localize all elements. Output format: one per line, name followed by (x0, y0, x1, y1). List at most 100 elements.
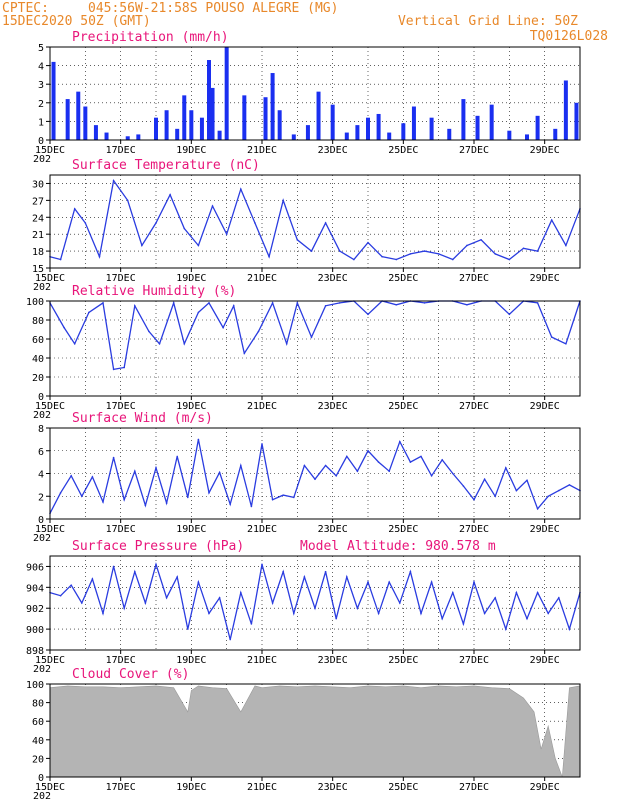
x-tick-label: 25DEC (388, 782, 418, 793)
y-tick-label: 60 (32, 717, 44, 728)
data-point (155, 222, 157, 224)
precip-bar (574, 102, 579, 140)
data-point (73, 208, 76, 210)
data-point (155, 467, 157, 469)
data-point (141, 244, 143, 247)
x-tick-label: 19DEC (176, 273, 206, 284)
precip-bar (316, 91, 321, 140)
data-point (197, 244, 200, 247)
y-tick-label: 20 (32, 754, 44, 765)
precip-bar (210, 87, 215, 140)
x-tick-label: 19DEC (176, 524, 206, 535)
precip-bar (104, 132, 109, 140)
data-point (381, 255, 383, 258)
data-point (473, 498, 475, 501)
data-point (353, 258, 355, 261)
y-tick-label: 80 (32, 316, 44, 327)
data-point (218, 471, 221, 474)
precip-bar (217, 130, 222, 140)
precip-bar (125, 136, 130, 140)
precip-bar (563, 80, 568, 140)
data-point (462, 485, 465, 487)
data-point (399, 602, 401, 604)
precip-bar (411, 106, 416, 140)
panel-1: Surface Temperature (nC) 15 18 21 24 27 30 15DE… (32, 158, 581, 293)
data-point (243, 352, 246, 355)
data-point (346, 455, 348, 458)
data-point (134, 304, 136, 307)
x-tick-label: 21DEC (247, 401, 277, 412)
precip-bar (330, 104, 335, 140)
data-point (568, 484, 571, 486)
data-point (494, 596, 497, 599)
x-tick-label: 21DEC (247, 655, 277, 666)
y-tick-label: 0 (38, 515, 44, 526)
x-tick-label: 17DEC (106, 145, 136, 156)
data-point (324, 570, 327, 573)
y-tick-label: 5 (38, 43, 44, 54)
panel-title: Precipitation (mm/h) (72, 30, 229, 45)
data-point (250, 623, 253, 625)
data-point (430, 581, 433, 583)
data-point (222, 326, 224, 329)
data-point (522, 247, 525, 250)
data-point (197, 438, 200, 441)
data-point (197, 311, 200, 314)
y-tick-label: 24 (32, 213, 44, 224)
data-point (367, 449, 369, 452)
precip-bar (189, 110, 194, 140)
data-point (172, 302, 175, 304)
x-tick-label: 27DEC (459, 273, 489, 284)
y-tick-label: 0 (38, 773, 44, 784)
data-point (526, 479, 528, 482)
precip-bar (376, 113, 381, 140)
x-tick-label: 29DEC (530, 655, 560, 666)
data-point (515, 591, 518, 594)
data-point (134, 570, 136, 573)
data-point (494, 495, 497, 498)
data-point (494, 253, 497, 255)
precip-bar (344, 132, 349, 140)
data-point (232, 304, 235, 307)
data-point (409, 461, 412, 463)
data-point (473, 581, 475, 583)
data-point (123, 607, 125, 610)
data-point (483, 478, 486, 480)
x-tick-label: 29DEC (530, 401, 560, 412)
x-tick-label: 19DEC (176, 782, 206, 793)
data-point (81, 602, 83, 604)
y-tick-label: 0 (38, 392, 44, 403)
data-point (356, 607, 359, 610)
data-point (437, 253, 440, 255)
y-tick-label: 18 (32, 247, 44, 258)
x-tick-label: 27DEC (459, 401, 489, 412)
panel-frame (49, 427, 581, 520)
y-tick-label: 8 (38, 424, 44, 435)
x-tick-label: 25DEC (388, 655, 418, 666)
y-tick-label: 906 (26, 562, 44, 573)
precip-bar (136, 134, 141, 140)
precip-bar (461, 99, 466, 140)
data-point (261, 443, 263, 445)
data-point (480, 239, 482, 241)
data-point (271, 498, 274, 501)
precip-bar (182, 95, 187, 140)
data-point (144, 602, 147, 604)
data-point (261, 563, 263, 566)
data-point (536, 302, 539, 304)
data-point (310, 336, 313, 338)
data-point (148, 330, 150, 333)
x-tick-label: 23DEC (318, 524, 348, 535)
data-point (176, 576, 178, 578)
x-tick-label: 25DEC (388, 145, 418, 156)
y-tick-label: 80 (32, 699, 44, 710)
data-point (526, 617, 528, 620)
data-point (70, 474, 72, 477)
data-point (550, 219, 553, 221)
header-grid-note: Vertical Grid Line: 50Z (398, 14, 578, 29)
precip-bar (175, 128, 180, 140)
data-point (176, 455, 178, 458)
x-tick-label: 15DEC (35, 145, 65, 156)
x-year-stub: 202 (33, 533, 51, 544)
data-point (547, 612, 549, 615)
